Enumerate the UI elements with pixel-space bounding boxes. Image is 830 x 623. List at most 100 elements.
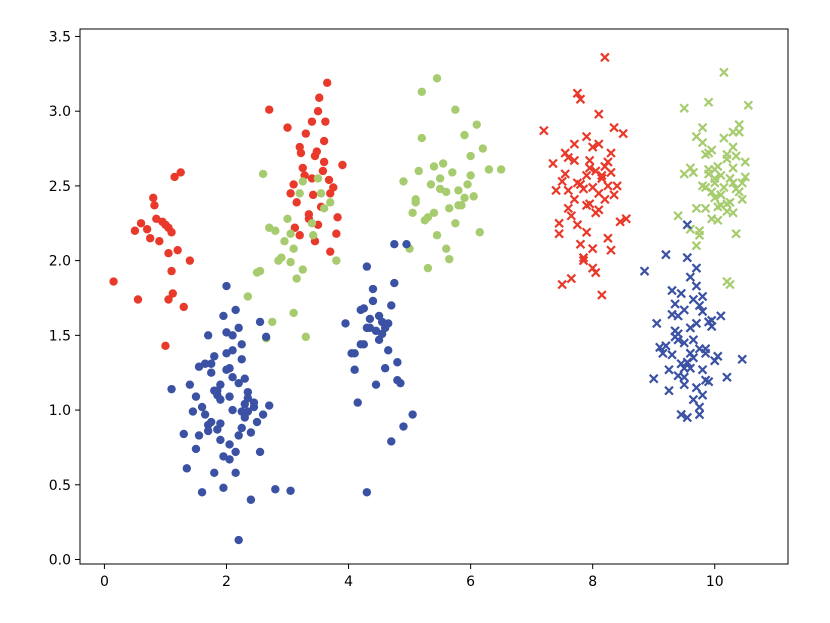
data-point — [222, 365, 231, 374]
data-point — [246, 428, 256, 437]
data-point — [685, 323, 696, 333]
data-point — [191, 392, 201, 401]
data-point — [572, 220, 583, 230]
data-point — [315, 93, 324, 102]
data-point — [697, 364, 708, 375]
data-point — [399, 422, 408, 431]
data-point — [685, 272, 696, 282]
data-point — [149, 193, 158, 203]
data-point — [426, 180, 436, 189]
data-point — [563, 185, 574, 196]
data-point — [737, 194, 747, 205]
data-point — [168, 289, 177, 298]
data-point — [265, 105, 274, 114]
data-point — [664, 364, 674, 375]
data-point — [557, 279, 567, 290]
data-point — [271, 485, 280, 494]
x-tick-label: 2 — [222, 574, 231, 590]
x-tick-label: 0 — [100, 574, 109, 590]
data-point — [292, 198, 301, 207]
data-point — [142, 225, 152, 234]
data-point — [740, 172, 751, 182]
data-point — [648, 373, 659, 384]
series-4 — [167, 281, 295, 545]
data-point — [319, 204, 329, 213]
data-point — [203, 331, 213, 340]
data-point — [691, 263, 702, 273]
data-point — [301, 332, 311, 342]
data-point — [719, 182, 729, 193]
data-point — [417, 87, 426, 96]
data-point — [496, 165, 506, 174]
data-point — [560, 169, 570, 179]
data-point — [359, 304, 369, 313]
data-point — [448, 168, 457, 177]
data-point — [706, 187, 717, 197]
data-point — [228, 372, 237, 382]
data-point — [673, 211, 683, 221]
data-point — [466, 171, 475, 180]
data-point — [231, 468, 240, 478]
data-point — [258, 169, 268, 179]
data-point — [308, 231, 318, 240]
data-point — [176, 168, 185, 177]
data-point — [719, 67, 729, 78]
data-point — [234, 378, 243, 388]
data-point — [216, 380, 225, 389]
data-point — [289, 244, 298, 253]
series-8 — [639, 220, 747, 423]
data-point — [548, 158, 558, 169]
series-0 — [109, 168, 195, 351]
data-point — [679, 363, 689, 373]
data-point — [408, 410, 417, 419]
data-point — [679, 372, 689, 382]
data-point — [694, 402, 705, 412]
data-point — [255, 266, 265, 276]
data-point — [286, 257, 295, 267]
data-point — [222, 281, 231, 291]
series-3 — [399, 74, 506, 273]
data-point — [203, 420, 213, 430]
data-point — [313, 106, 323, 116]
data-point — [408, 208, 417, 218]
data-point — [350, 349, 359, 358]
data-point — [243, 407, 253, 416]
data-point — [697, 181, 708, 191]
data-point — [700, 203, 711, 214]
chart-marks — [109, 52, 754, 545]
data-point — [170, 172, 179, 182]
y-tick-label: 1.5 — [49, 328, 71, 344]
data-point — [435, 174, 445, 183]
data-point — [164, 248, 173, 258]
series-6 — [539, 52, 632, 300]
data-point — [216, 395, 225, 404]
data-point — [694, 344, 705, 354]
data-point — [362, 262, 372, 271]
data-point — [703, 164, 714, 175]
data-point — [734, 119, 744, 130]
data-point — [432, 231, 442, 240]
data-point — [326, 247, 335, 256]
data-point — [597, 290, 607, 300]
data-point — [368, 296, 378, 306]
data-point — [371, 380, 381, 389]
data-point — [384, 319, 393, 328]
data-point — [597, 170, 607, 181]
data-point — [414, 166, 423, 176]
data-point — [691, 240, 702, 251]
data-point — [234, 431, 243, 440]
data-point — [581, 170, 592, 181]
data-point — [600, 52, 610, 63]
series-1 — [265, 78, 347, 256]
data-point — [200, 359, 210, 368]
data-point — [326, 198, 335, 207]
data-point — [451, 105, 460, 114]
data-point — [243, 292, 253, 301]
data-point — [587, 263, 598, 273]
data-point — [673, 335, 683, 345]
data-point — [719, 133, 729, 143]
data-point — [213, 425, 222, 434]
data-point — [554, 228, 564, 239]
data-point — [557, 176, 567, 187]
